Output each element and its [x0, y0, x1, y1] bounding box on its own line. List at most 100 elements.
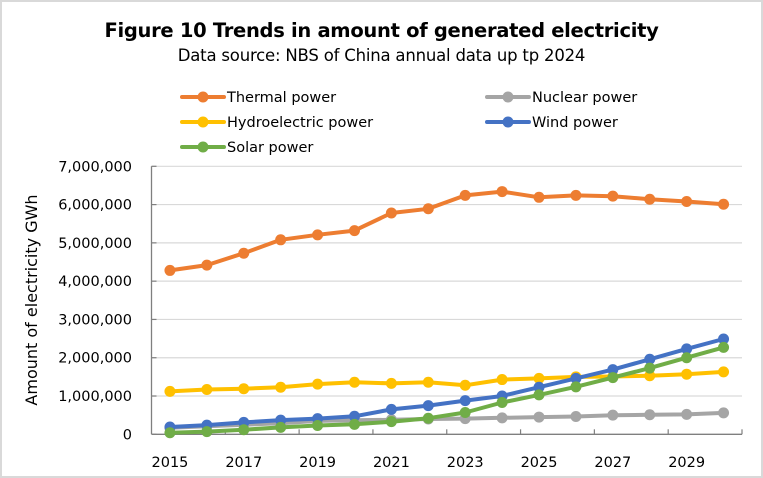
- data-point: [348, 376, 360, 388]
- legend-label: Thermal power: [226, 90, 336, 106]
- data-point: [681, 408, 693, 420]
- data-point: [164, 427, 176, 439]
- axes: [150, 165, 743, 435]
- series-line: [168, 345, 726, 435]
- data-point: [348, 410, 360, 422]
- data-point: [422, 412, 434, 424]
- chart-title: Figure 10 Trends in amount of generated …: [104, 19, 659, 42]
- data-point: [312, 229, 324, 241]
- y-tick-label: 2,000,000: [58, 351, 132, 367]
- data-point: [718, 407, 730, 419]
- series-line: [168, 369, 726, 394]
- y-axis-title: Amount of electricity GWh: [22, 194, 41, 405]
- x-tick-label: 2019: [299, 455, 336, 471]
- data-point: [385, 207, 397, 219]
- data-point: [459, 395, 471, 407]
- x-tick-labels: 2015 2017 2019 2021 2023 2025 2027 2029: [152, 455, 706, 471]
- data-point: [459, 406, 471, 418]
- data-point: [607, 190, 619, 202]
- data-point: [238, 383, 250, 395]
- data-point: [348, 225, 360, 237]
- y-tick-label: 4,000,000: [58, 274, 132, 290]
- legend-marker: [197, 141, 209, 153]
- legend-item[interactable]: Wind power: [485, 115, 618, 131]
- data-point: [238, 424, 250, 436]
- data-point: [496, 397, 508, 409]
- legend-label: Hydroelectric power: [227, 115, 373, 131]
- data-point: [201, 384, 213, 396]
- y-tick-labels: 0 1,000,000 2,000,000 3,000,000 4,000,000 5,0…: [58, 159, 132, 443]
- series-solar-power: [164, 341, 730, 439]
- x-tick-label: 2017: [225, 455, 262, 471]
- legend-marker: [197, 91, 209, 103]
- data-point: [348, 418, 360, 430]
- data-point: [238, 247, 250, 259]
- chart-subtitle: Data source: NBS of China annual data up…: [177, 46, 586, 65]
- y-tick-label: 5,000,000: [58, 236, 132, 252]
- data-point: [533, 372, 545, 384]
- legend-label: Nuclear power: [532, 90, 637, 106]
- series-line: [168, 189, 726, 273]
- data-point: [385, 416, 397, 428]
- legend-item[interactable]: Hydroelectric power: [180, 115, 373, 131]
- data-point: [422, 376, 434, 388]
- data-point: [164, 264, 176, 276]
- data-point: [496, 412, 508, 424]
- gridlines: [151, 165, 742, 397]
- y-tick-label: 0: [123, 427, 132, 443]
- x-tick-label: 2021: [373, 455, 410, 471]
- data-point: [644, 370, 656, 382]
- data-point: [681, 196, 693, 208]
- data-point: [644, 193, 656, 205]
- legend-item[interactable]: Solar power: [180, 140, 313, 156]
- legend-item[interactable]: Thermal power: [180, 90, 336, 106]
- y-tick-label: 1,000,000: [58, 389, 132, 405]
- data-point: [275, 421, 287, 433]
- data-point: [681, 343, 693, 355]
- data-point: [607, 372, 619, 384]
- data-point: [607, 364, 619, 376]
- legend-marker: [502, 91, 514, 103]
- x-tick-label: 2027: [594, 455, 631, 471]
- y-tick-label: 6,000,000: [58, 198, 132, 214]
- data-point: [644, 362, 656, 374]
- legend-label: Wind power: [532, 115, 618, 131]
- data-point: [459, 189, 471, 201]
- data-point: [681, 368, 693, 380]
- data-point: [533, 389, 545, 401]
- data-point: [459, 379, 471, 391]
- series-thermal-power: [164, 186, 730, 276]
- series-hydroelectric-power: [164, 366, 730, 397]
- legend-marker: [502, 116, 514, 128]
- x-tick-label: 2025: [521, 455, 558, 471]
- legend-item[interactable]: Nuclear power: [485, 90, 637, 106]
- x-tick-label: 2023: [447, 455, 484, 471]
- data-point: [275, 381, 287, 393]
- data-point: [312, 378, 324, 390]
- data-point: [570, 189, 582, 201]
- data-point: [201, 426, 213, 438]
- data-point: [385, 377, 397, 389]
- data-point: [533, 191, 545, 203]
- series-line: [168, 410, 726, 430]
- y-tick-label: 7,000,000: [58, 159, 132, 175]
- data-point: [201, 259, 213, 271]
- data-point: [681, 352, 693, 364]
- legend-marker: [197, 116, 209, 128]
- data-point: [533, 381, 545, 393]
- data-point: [275, 234, 287, 246]
- data-point: [422, 400, 434, 412]
- x-tick-label: 2029: [668, 455, 705, 471]
- data-point: [570, 381, 582, 393]
- legend-label: Solar power: [227, 140, 313, 156]
- data-point: [570, 410, 582, 422]
- data-point: [164, 385, 176, 397]
- x-tick-label: 2015: [152, 455, 189, 471]
- data-point: [644, 409, 656, 421]
- data-point: [533, 411, 545, 423]
- data-point: [385, 403, 397, 415]
- y-tick-label: 3,000,000: [58, 312, 132, 328]
- legend: Thermal power Nuclear power Hydroelectric …: [180, 90, 637, 156]
